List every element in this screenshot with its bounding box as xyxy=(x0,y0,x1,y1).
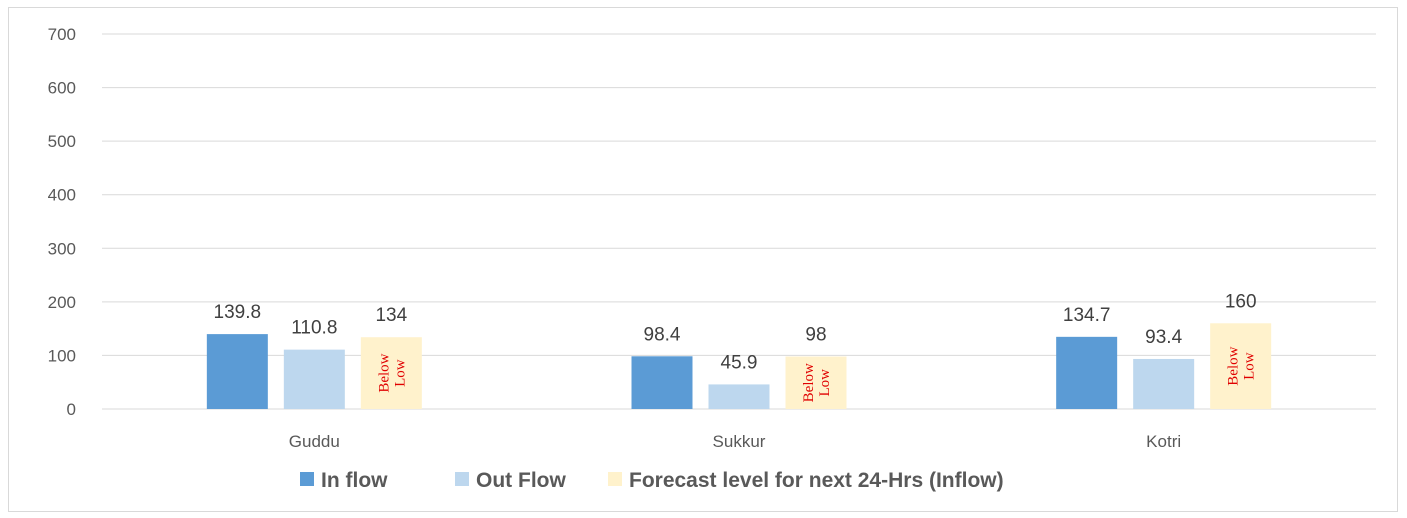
legend-label: Forecast level for next 24-Hrs (Inflow) xyxy=(629,469,1004,492)
legend-swatch xyxy=(300,472,314,486)
data-label: 45.9 xyxy=(721,352,758,373)
bar xyxy=(631,356,693,409)
legend-label: Out Flow xyxy=(476,469,566,492)
data-label: 134.7 xyxy=(1063,305,1111,326)
data-label: 98.4 xyxy=(644,324,681,345)
bar xyxy=(360,337,422,409)
data-label: 98 xyxy=(805,325,826,346)
bar xyxy=(1210,323,1272,409)
bar xyxy=(1056,336,1118,409)
bar-note: BelowLow xyxy=(1226,346,1258,385)
y-tick-label: 600 xyxy=(48,79,76,98)
data-label: 93.4 xyxy=(1145,327,1182,348)
y-tick-label: 200 xyxy=(48,293,76,312)
category-label: Kotri xyxy=(1146,432,1181,451)
legend-label: In flow xyxy=(321,469,388,492)
bar xyxy=(708,384,770,409)
category-label: Sukkur xyxy=(713,432,766,451)
data-label: 110.8 xyxy=(291,318,337,339)
y-tick-label: 500 xyxy=(48,132,76,151)
y-tick-label: 700 xyxy=(48,25,76,44)
legend-swatch xyxy=(455,472,469,486)
bar xyxy=(1133,358,1195,409)
bar-note: BelowLow xyxy=(376,353,408,392)
y-tick-label: 0 xyxy=(67,400,76,419)
y-tick-label: 400 xyxy=(48,186,76,205)
category-label: Guddu xyxy=(289,432,340,451)
data-label: 139.8 xyxy=(214,302,262,323)
y-tick-label: 300 xyxy=(48,239,76,258)
data-label: 160 xyxy=(1225,291,1257,312)
legend-swatch xyxy=(608,472,622,486)
bar xyxy=(206,334,268,409)
chart-frame xyxy=(8,7,1398,512)
bar xyxy=(283,349,345,409)
y-tick-label: 100 xyxy=(48,346,76,365)
data-label: 134 xyxy=(375,305,407,326)
bar xyxy=(785,356,847,409)
bar-note: BelowLow xyxy=(801,363,833,402)
